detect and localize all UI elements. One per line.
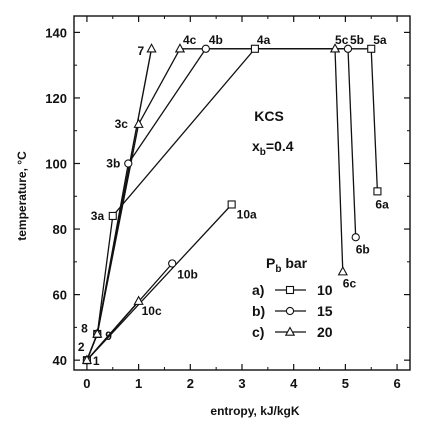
data-point-square: [250, 44, 259, 53]
series-line-triangle: [86, 48, 344, 361]
point-label: 7: [138, 44, 145, 58]
curves: [86, 48, 379, 361]
x-tick-label: 3: [238, 376, 245, 391]
data-point-triangle: [81, 354, 93, 364]
point-label: 10a: [237, 207, 257, 221]
point-label: 10c: [142, 304, 162, 318]
annotation-system: KCS: [254, 108, 284, 124]
series-weak-line-square: [86, 204, 233, 361]
legend-value: 20: [317, 324, 333, 340]
annotation-xb-x: x: [252, 138, 260, 154]
point-label: 6a: [375, 197, 389, 211]
legend-title-unit: bar: [281, 255, 307, 271]
data-point-triangle: [133, 295, 144, 305]
y-tick-label: 60: [53, 288, 67, 303]
data-point-square: [367, 44, 376, 53]
legend-title: Pb bar: [266, 255, 308, 275]
point-label: 10b: [177, 267, 198, 281]
x-tick-label: 5: [342, 376, 349, 391]
annotation-xb-sub: b: [260, 147, 266, 158]
data-point-circle: [201, 44, 210, 53]
annotation-xb: xb=0.4: [252, 138, 294, 158]
data-point-square: [373, 187, 382, 196]
y-tick-label: 80: [53, 222, 67, 237]
point-label: 6b: [356, 242, 370, 256]
x-tick-label: 6: [393, 376, 400, 391]
point-label: 8: [81, 322, 88, 336]
annotation-xb-val: =0.4: [266, 138, 294, 154]
legend-title-p: P: [266, 255, 275, 271]
legend-key: a): [252, 282, 264, 298]
y-tick-label: 40: [53, 353, 67, 368]
data-point-triangle: [337, 266, 348, 276]
legend-value: 10: [317, 282, 333, 298]
point-label: 6c: [343, 277, 357, 291]
data-point-triangle: [146, 43, 157, 53]
point-label: 3c: [115, 117, 129, 131]
data-point-circle: [343, 44, 353, 53]
data-point-triangle: [92, 328, 103, 338]
y-axis-title: temperature, °C: [15, 151, 29, 241]
legend-marker-triangle: [284, 326, 296, 336]
point-label: 1: [93, 354, 100, 368]
point-label: 3a: [91, 209, 105, 223]
data-point-square: [108, 211, 117, 220]
point-label: 4a: [257, 33, 271, 47]
x-tick-label: 4: [290, 376, 298, 391]
data-point-circle: [351, 233, 360, 242]
x-axis-title: entropy, kJ/kgK: [210, 404, 299, 418]
legend-marker-square: [285, 285, 295, 295]
legend: a) 10 b) 15 c) 20: [252, 282, 333, 340]
y-tick-label: 140: [45, 25, 67, 40]
legend-key: c): [252, 324, 264, 340]
legend-title-sub: b: [275, 264, 281, 275]
y-tick-label: 120: [45, 91, 67, 106]
data-point-triangle: [133, 118, 144, 128]
point-label: 5a: [373, 33, 387, 47]
point-label: 3b: [106, 157, 120, 171]
point-label: 9: [105, 329, 112, 343]
markers: [81, 43, 382, 365]
data-point-triangle: [174, 43, 186, 53]
legend-value: 15: [317, 303, 333, 319]
x-tick-label: 1: [135, 376, 142, 391]
x-tick-label: 0: [83, 376, 90, 391]
point-label: 4b: [209, 33, 223, 47]
y-tick-label: 100: [45, 157, 67, 172]
legend-key: b): [252, 303, 265, 319]
x-tick-label: 2: [187, 376, 194, 391]
point-label: 5b: [350, 33, 364, 47]
data-point-square: [227, 200, 236, 209]
point-label: 4c: [183, 33, 197, 47]
point-label: 2: [78, 340, 85, 354]
data-point-circle: [168, 259, 177, 268]
data-point-triangle: [329, 43, 341, 53]
point-label: 5c: [335, 33, 349, 47]
data-point-circle: [124, 159, 133, 168]
legend-marker-circle: [285, 306, 295, 316]
series-weak-line-triangle: [86, 300, 140, 361]
